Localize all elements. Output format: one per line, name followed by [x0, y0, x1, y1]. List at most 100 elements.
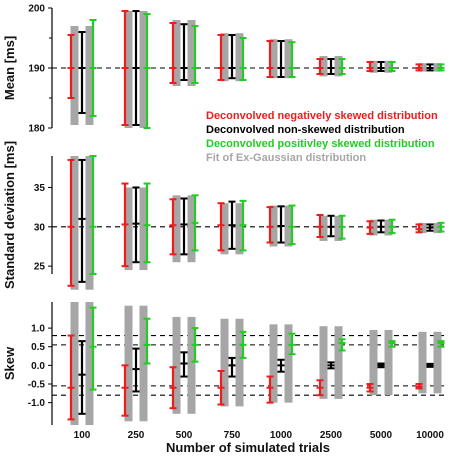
x-tick-label: 5000	[370, 430, 393, 441]
fit-bar	[70, 156, 79, 290]
fit-bar	[70, 302, 79, 425]
error-bar	[78, 158, 86, 283]
y-axis-label: Standard deviation [ms]	[2, 141, 17, 289]
fit-bar	[139, 11, 148, 128]
x-tick-label: 250	[128, 430, 145, 441]
error-bar	[132, 10, 140, 126]
fit-bar	[418, 331, 427, 394]
error-bar	[377, 362, 385, 369]
y-axis-label: Skew	[2, 346, 17, 380]
error-bar	[169, 198, 177, 256]
error-bar	[191, 327, 199, 363]
fit-bar	[187, 20, 196, 86]
error-bar	[217, 202, 225, 252]
x-tick-labels: 100 250 500 750 1000 2500 5000 10000	[74, 430, 445, 441]
fit-bar	[235, 203, 244, 255]
fit-bar	[187, 195, 196, 263]
error-bar	[415, 63, 423, 72]
fit-bar	[220, 33, 229, 82]
y-tick-label: 180	[28, 124, 45, 135]
panel-1: 180 190 200 Mean [ms]	[2, 4, 445, 135]
fit-bar	[369, 329, 378, 396]
y-tick-label: 190	[28, 64, 45, 75]
error-bar	[67, 334, 75, 421]
fit-bar	[172, 20, 181, 86]
fit-bar	[334, 326, 343, 399]
error-bar	[266, 40, 274, 78]
error-bar	[388, 61, 396, 72]
y-tick-label: -0.5	[28, 380, 46, 391]
x-tick-label: 1000	[270, 430, 293, 441]
error-bar	[288, 41, 296, 78]
error-bar	[169, 366, 177, 410]
y-tick-label: 35	[34, 183, 46, 194]
fit-bar	[369, 60, 378, 73]
error-bar	[277, 205, 285, 244]
legend-entry: Deconvolved negatively skewed distributi…	[206, 110, 438, 122]
error-bar	[316, 214, 324, 239]
fit-bar	[85, 26, 94, 125]
error-bar	[366, 383, 374, 393]
fit-bar	[85, 156, 94, 290]
fit-bar	[433, 222, 442, 234]
fit-bar	[269, 39, 278, 79]
error-bar	[426, 63, 434, 72]
y-tick-label: 25	[34, 262, 46, 273]
x-tick-label: 500	[176, 430, 193, 441]
error-bar	[277, 358, 285, 373]
error-bar	[327, 361, 335, 370]
legend-entry: Deconvolved non-skewed distribution	[206, 124, 405, 136]
error-bar	[228, 200, 236, 250]
error-bar	[266, 206, 274, 244]
fit-bar	[384, 60, 393, 73]
x-axis-label: Number of simulated trials	[166, 440, 330, 455]
error-bar	[437, 340, 445, 348]
error-bar	[415, 223, 423, 234]
error-bar	[78, 31, 86, 114]
error-bar	[338, 214, 346, 240]
error-bar	[327, 58, 335, 75]
y-tick-label: 30	[34, 222, 46, 233]
error-bar	[338, 338, 346, 352]
y-tick-label: 0.0	[31, 361, 45, 372]
error-bar	[89, 306, 97, 391]
fit-bar	[235, 33, 244, 82]
y-tick-label: 0.5	[31, 342, 45, 353]
x-tick-label: 10000	[416, 430, 444, 441]
fit-bar	[334, 56, 343, 77]
error-bar	[426, 223, 434, 232]
error-bar	[366, 220, 374, 235]
fit-bar	[284, 39, 293, 79]
fit-bar	[172, 195, 181, 263]
error-bar	[228, 356, 236, 378]
panel-3: -1.0 -0.5 0.0 0.5 1.0 Skew	[2, 302, 445, 425]
fit-bar	[124, 305, 133, 422]
legend-entry: Deconvolved positivley skewed distributi…	[206, 138, 435, 150]
error-bar	[67, 34, 75, 99]
error-bar	[180, 351, 188, 378]
fit-bar	[70, 26, 79, 125]
error-bar	[426, 362, 434, 368]
error-bar	[191, 25, 199, 84]
fit-bar	[124, 187, 133, 271]
error-bar	[239, 330, 247, 359]
fit-bar	[85, 302, 94, 425]
fit-bar	[139, 187, 148, 271]
fit-bar	[220, 318, 229, 407]
legend: Deconvolved negatively skewed distributi…	[206, 110, 438, 164]
error-bar	[288, 332, 296, 356]
fit-bar	[334, 215, 343, 241]
error-bar	[316, 58, 324, 75]
error-bar	[277, 40, 285, 78]
error-bar	[180, 197, 188, 256]
y-tick-label: 1.0	[31, 324, 45, 335]
error-bar	[366, 61, 374, 72]
error-bar	[228, 34, 236, 80]
fit-bar	[433, 331, 442, 394]
error-bar	[388, 340, 396, 348]
error-bar	[288, 204, 296, 246]
error-bar	[415, 383, 423, 390]
error-bar	[217, 369, 225, 406]
fit-bar	[319, 215, 328, 241]
error-bar	[89, 155, 97, 275]
